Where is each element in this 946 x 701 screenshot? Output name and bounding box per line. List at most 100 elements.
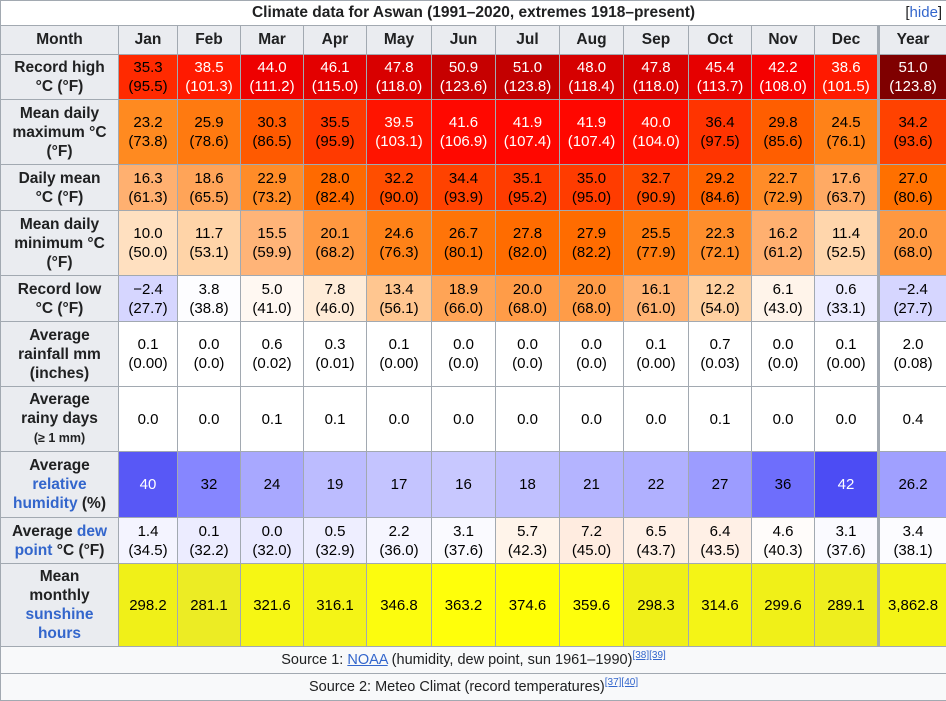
row-header-text: Mean daily — [20, 216, 99, 233]
data-cell: 281.1 — [178, 564, 241, 647]
data-cell: 0.0 — [752, 387, 815, 452]
cell-primary-value: −2.4 — [898, 281, 928, 298]
data-cell: 19 — [304, 452, 367, 518]
cell-primary-value: 50.9 — [449, 59, 478, 76]
sources: Source 1: NOAA (humidity, dew point, sun… — [1, 647, 946, 701]
cell-primary-value: 2.0 — [903, 336, 924, 353]
cell-secondary-value: (118.0) — [376, 78, 422, 95]
month-header-aug: Aug — [560, 26, 624, 55]
table-row: Record high°C (°F)35.3(95.5)38.5(101.3)4… — [1, 55, 946, 100]
cell-secondary-value: (80.6) — [893, 189, 932, 206]
cell-primary-value: 359.6 — [573, 597, 611, 614]
cell-primary-value: 0.0 — [773, 336, 794, 353]
data-cell: 42.2(108.0) — [752, 55, 815, 100]
cell-primary-value: 281.1 — [190, 597, 228, 614]
table-title: Climate data for Aswan (1991–2020, extre… — [252, 4, 695, 21]
row-header-link[interactable]: hours — [38, 625, 81, 642]
cell-primary-value: 0.0 — [453, 336, 474, 353]
cell-primary-value: 13.4 — [384, 281, 413, 298]
data-cell: 20.0(68.0) — [496, 276, 560, 322]
data-cell: 0.7(0.03) — [689, 322, 752, 387]
cell-secondary-value: (104.0) — [632, 133, 680, 150]
cell-secondary-value: (61.2) — [763, 244, 802, 261]
row-header-link[interactable]: humidity — [13, 495, 78, 512]
data-cell: 41.9(107.4) — [560, 100, 624, 165]
data-cell: 18.9(66.0) — [432, 276, 496, 322]
data-cell: 32.2(90.0) — [367, 165, 432, 211]
data-cell: 0.6(33.1) — [815, 276, 879, 322]
table-row: Record low°C (°F)−2.4(27.7)3.8(38.8)5.0(… — [1, 276, 946, 322]
row-header-text: minimum °C — [14, 235, 105, 252]
cell-primary-value: 21 — [583, 476, 600, 493]
data-cell: 13.4(56.1) — [367, 276, 432, 322]
reference-link[interactable]: [37][40] — [605, 677, 638, 688]
data-cell: 24.6(76.3) — [367, 211, 432, 276]
data-cell: 2.2(36.0) — [367, 518, 432, 564]
data-cell: 12.2(54.0) — [689, 276, 752, 322]
cell-primary-value: 27.8 — [513, 225, 542, 242]
table-row: Daily mean°C (°F)16.3(61.3)18.6(65.5)22.… — [1, 165, 946, 211]
cell-primary-value: 26.2 — [898, 476, 927, 493]
row-header-link[interactable]: point — [15, 542, 53, 559]
cell-primary-value: 0.1 — [138, 336, 159, 353]
cell-secondary-value: (103.1) — [375, 133, 423, 150]
cell-primary-value: 35.3 — [133, 59, 162, 76]
source-row: Source 1: NOAA (humidity, dew point, sun… — [1, 647, 946, 674]
data-cell: 3,862.8 — [879, 564, 946, 647]
cell-secondary-value: (72.1) — [700, 244, 739, 261]
row-header-text: Record low — [18, 281, 102, 298]
cell-primary-value: 0.5 — [325, 523, 346, 540]
data-cell: 16.1(61.0) — [624, 276, 689, 322]
cell-primary-value: 44.0 — [257, 59, 286, 76]
cell-primary-value: 7.2 — [581, 523, 602, 540]
cell-secondary-value: (38.1) — [893, 542, 932, 559]
cell-primary-value: 0.1 — [389, 336, 410, 353]
cell-primary-value: 7.8 — [325, 281, 346, 298]
cell-secondary-value: (61.0) — [636, 300, 675, 317]
source-link[interactable]: NOAA — [347, 652, 387, 668]
cell-secondary-value: (0.0) — [576, 355, 607, 372]
cell-primary-value: 20.0 — [513, 281, 542, 298]
row-header-link[interactable]: relative — [32, 476, 86, 493]
data-cell: 0.1 — [689, 387, 752, 452]
data-cell: 0.0 — [119, 387, 178, 452]
cell-primary-value: 29.2 — [705, 170, 734, 187]
cell-secondary-value: (108.0) — [759, 78, 807, 95]
data-cell: 0.0 (32.0) — [241, 518, 304, 564]
cell-primary-value: 0.0 — [199, 411, 220, 428]
cell-secondary-value: (82.4) — [315, 189, 354, 206]
month-header-oct: Oct — [689, 26, 752, 55]
cell-primary-value: 32.7 — [641, 170, 670, 187]
cell-primary-value: 19 — [327, 476, 344, 493]
cell-secondary-value: (68.2) — [315, 244, 354, 261]
data-cell: 0.0 — [367, 387, 432, 452]
cell-primary-value: 3,862.8 — [888, 597, 938, 614]
cell-primary-value: 40 — [140, 476, 157, 493]
cell-secondary-value: (32.0) — [252, 542, 291, 559]
row-header-text: (%) — [78, 495, 106, 512]
data-cell: 40 — [119, 452, 178, 518]
data-cell: 316.1 — [304, 564, 367, 647]
row-header-link[interactable]: dew — [77, 523, 107, 540]
data-cell: 298.2 — [119, 564, 178, 647]
cell-secondary-value: (101.3) — [185, 78, 233, 95]
reference-link[interactable]: [38][39] — [632, 650, 665, 661]
hide-link[interactable]: hide — [910, 4, 938, 21]
cell-primary-value: 26.7 — [449, 225, 478, 242]
data-cell: 32 — [178, 452, 241, 518]
cell-primary-value: 42 — [838, 476, 855, 493]
data-cell: 11.7(53.1) — [178, 211, 241, 276]
hide-toggle[interactable]: [hide] — [905, 4, 942, 21]
cell-secondary-value: (27.7) — [128, 300, 167, 317]
cell-secondary-value: (106.9) — [440, 133, 488, 150]
cell-primary-value: 39.5 — [384, 114, 413, 131]
row-header-link[interactable]: sunshine — [25, 606, 93, 623]
cell-primary-value: 0.0 — [389, 411, 410, 428]
row-header-text: °C (°F) — [36, 189, 84, 206]
cell-primary-value: 12.2 — [705, 281, 734, 298]
cell-primary-value: 0.0 — [262, 523, 283, 540]
